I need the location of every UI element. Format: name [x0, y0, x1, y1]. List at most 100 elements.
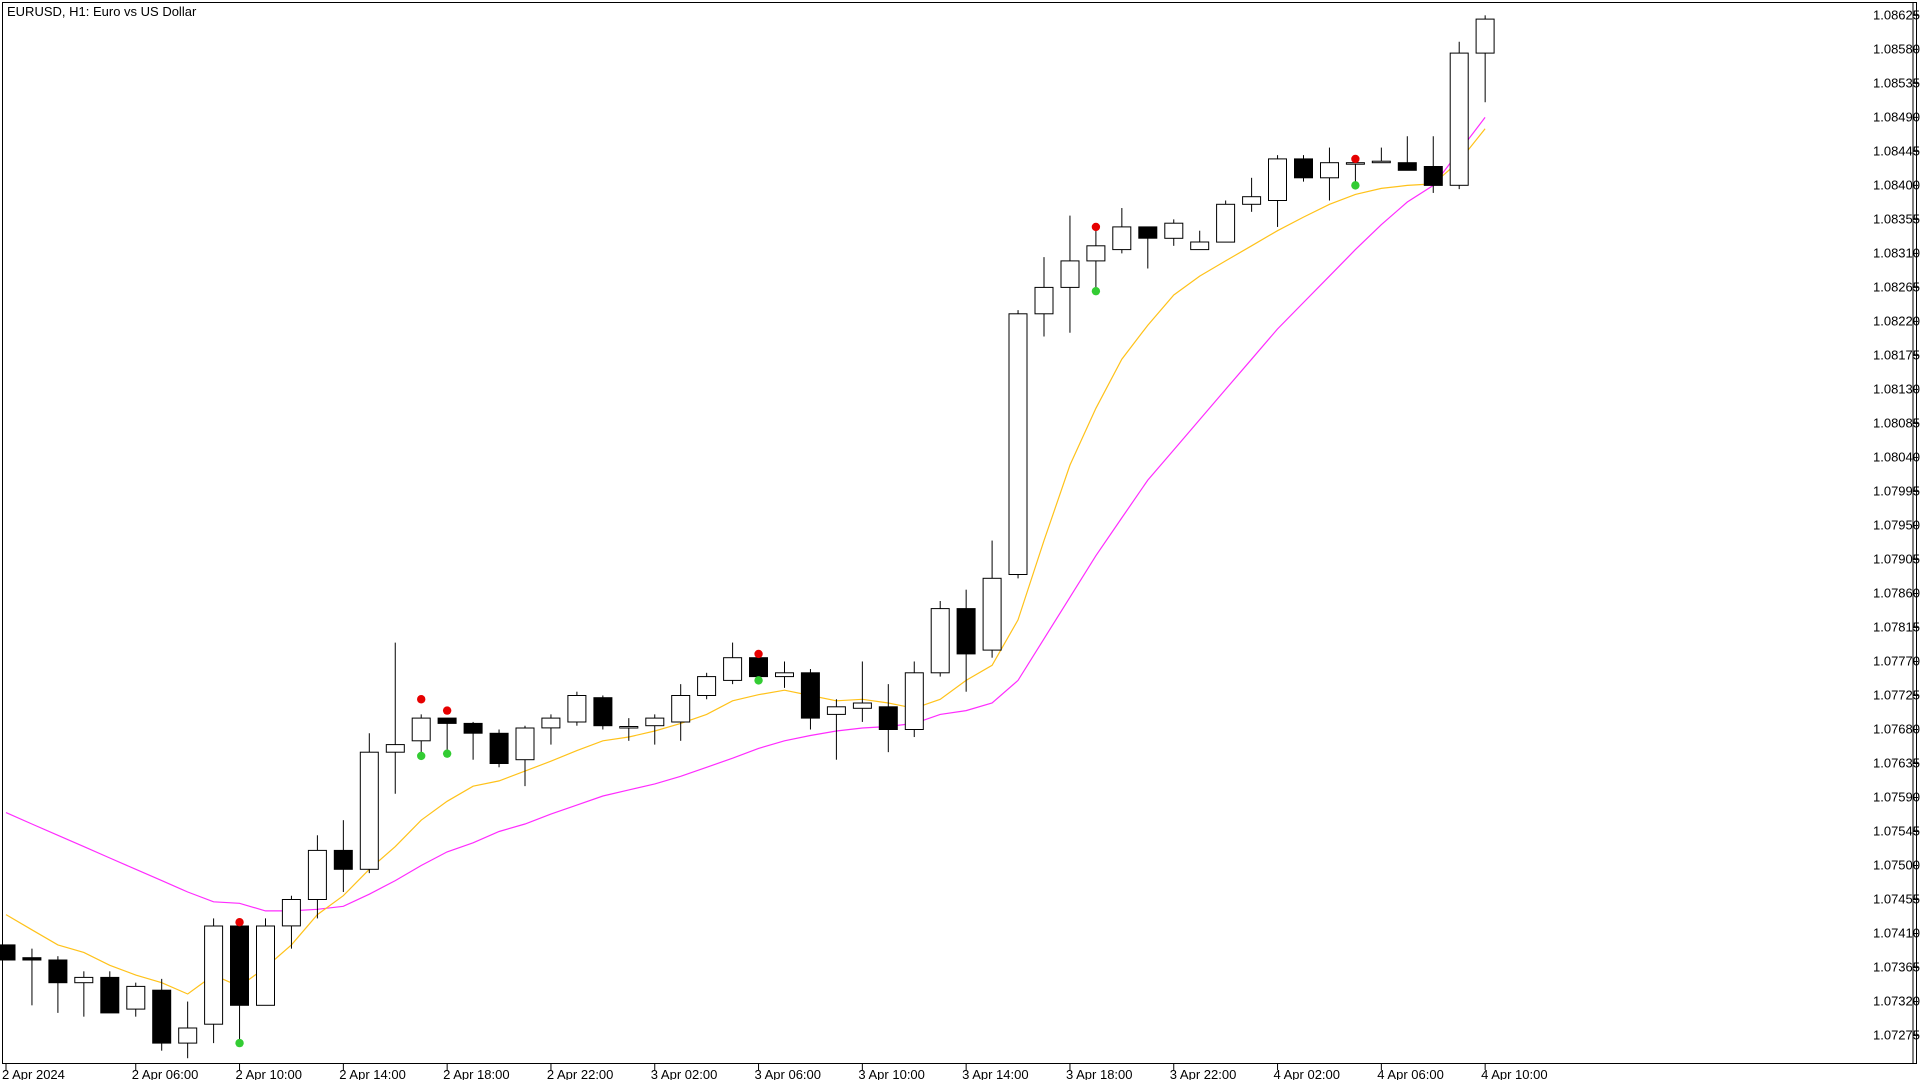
signal-low-dot — [235, 1038, 244, 1048]
candle-body — [1060, 260, 1080, 288]
price-axis: 1.08625 1.08580 1.08535 1.08490 1.08445 1.084… — [1873, 2, 1920, 1064]
candle — [1242, 177, 1262, 212]
candle — [230, 918, 249, 1044]
candle-body — [1164, 222, 1184, 239]
signal-low-dot — [442, 749, 452, 758]
price-tick-label: 1.07635 — [1873, 756, 1920, 771]
time-tick-label: 4 Apr 10:00 — [1481, 1067, 1548, 1080]
price-tick-label: 1.07365 — [1873, 960, 1920, 975]
price-tick-label: 1.07500 — [1873, 858, 1920, 873]
price-tick-label: 1.07410 — [1873, 926, 1920, 941]
candle-body — [1294, 158, 1313, 179]
time-tick-label: 3 Apr 14:00 — [962, 1067, 1029, 1080]
candle — [645, 714, 665, 745]
time-tick-label: 2 Apr 2024 — [2, 1067, 65, 1080]
candle — [826, 699, 846, 760]
candle — [74, 971, 94, 1017]
ma-fast-line — [5, 128, 1486, 995]
price-tick-label: 1.08625 — [1873, 7, 1920, 22]
candle-body — [541, 717, 561, 729]
candle-body — [515, 727, 535, 761]
candle-body — [878, 706, 898, 730]
price-tick-label: 1.07680 — [1873, 722, 1920, 737]
time-tick-label: 2 Apr 22:00 — [547, 1067, 614, 1080]
candle — [152, 978, 172, 1051]
candle-body — [126, 985, 146, 1010]
candle-body — [1371, 160, 1391, 164]
candle — [1449, 41, 1469, 190]
price-tick-label: 1.07860 — [1873, 586, 1920, 601]
candle — [281, 895, 301, 949]
candle-body — [982, 577, 1002, 651]
price-tick-label: 1.08580 — [1873, 41, 1920, 56]
price-tick-label: 1.07545 — [1873, 824, 1920, 839]
time-tick-label: 2 Apr 06:00 — [132, 1067, 199, 1080]
candle-body — [48, 959, 68, 984]
candle — [697, 672, 717, 700]
candle — [515, 725, 535, 787]
time-axis: 2 Apr 2024 2 Apr 06:00 2 Apr 10:00 2 Apr 14… — [2, 1064, 1548, 1080]
candle-body — [619, 726, 639, 729]
candle-body — [1320, 162, 1339, 179]
candle-body — [930, 608, 950, 674]
price-tick-label: 1.08085 — [1873, 415, 1920, 430]
signal-high-dot — [1351, 154, 1360, 164]
candle — [256, 918, 275, 1006]
candle-body — [1423, 166, 1443, 186]
candle — [22, 948, 42, 1006]
candle-body — [593, 697, 613, 727]
candle — [1190, 230, 1210, 251]
candle — [982, 540, 1002, 658]
candle — [567, 691, 587, 726]
price-tick-label: 1.07320 — [1873, 994, 1920, 1009]
candle — [1268, 155, 1287, 227]
candle — [1423, 136, 1443, 193]
time-tick-label: 2 Apr 14:00 — [339, 1067, 406, 1080]
price-tick-label: 1.08220 — [1873, 313, 1920, 328]
candle — [1112, 208, 1132, 254]
signal-low-dot — [1091, 286, 1101, 296]
price-tick-label: 1.08400 — [1873, 177, 1920, 192]
signal-high-dot — [235, 917, 244, 927]
price-tick-label: 1.08535 — [1873, 75, 1920, 90]
candle — [178, 1001, 198, 1059]
candle — [930, 601, 950, 677]
candle — [0, 944, 16, 961]
candle — [463, 721, 483, 760]
signal-low-dot — [754, 676, 763, 685]
candle-body — [956, 608, 976, 655]
candle — [1371, 147, 1391, 164]
price-tick-label: 1.08040 — [1873, 449, 1920, 464]
candle-body — [333, 849, 353, 870]
candle-body — [22, 957, 42, 961]
price-tick-label: 1.07815 — [1873, 620, 1920, 635]
candle — [307, 835, 327, 919]
ma-slow-layer — [5, 117, 1486, 912]
price-tick-label: 1.08175 — [1873, 347, 1920, 362]
candle — [956, 589, 976, 692]
candle — [126, 982, 146, 1017]
candle-body — [1138, 226, 1158, 239]
candles-layer — [0, 15, 1495, 1059]
candle — [204, 918, 224, 1044]
price-tick-label: 1.08445 — [1873, 143, 1920, 158]
candle-body — [230, 925, 249, 1006]
chart-title: EURUSD, H1: Euro vs US Dollar — [7, 4, 197, 19]
price-tick-label: 1.08355 — [1873, 211, 1920, 226]
candle — [775, 661, 794, 688]
time-tick-label: 3 Apr 18:00 — [1066, 1067, 1133, 1080]
candle-body — [645, 717, 665, 727]
candle — [1475, 15, 1495, 103]
price-tick-label: 1.08490 — [1873, 109, 1920, 124]
price-tick-label: 1.07950 — [1873, 517, 1920, 532]
price-tick-label: 1.07455 — [1873, 892, 1920, 907]
candle-body — [1112, 226, 1132, 251]
candle — [852, 661, 872, 722]
signal-high-dot — [1091, 222, 1101, 232]
time-tick-label: 3 Apr 06:00 — [755, 1067, 822, 1080]
candle-body — [1190, 241, 1210, 251]
price-tick-label: 1.07590 — [1873, 790, 1920, 805]
candle-body — [463, 722, 483, 734]
